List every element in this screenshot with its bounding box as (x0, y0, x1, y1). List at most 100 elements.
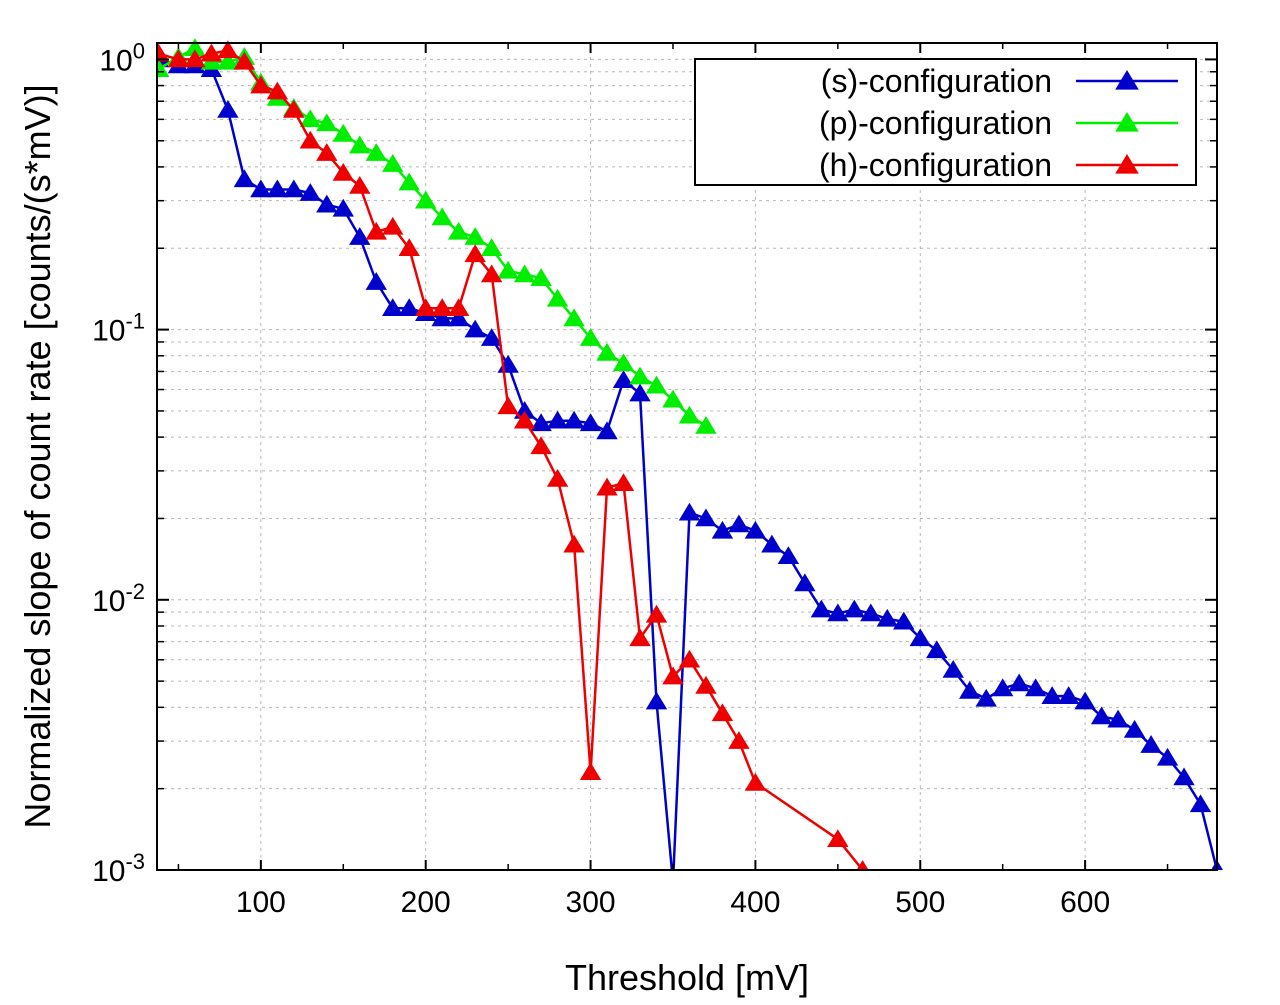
data-point (266, 179, 289, 198)
data-point (563, 308, 585, 327)
data-point (283, 99, 305, 118)
data-point (464, 227, 486, 245)
data-point (233, 169, 256, 188)
legend-marker (1115, 154, 1139, 174)
data-point (365, 272, 387, 290)
data-point (266, 81, 289, 100)
data-point (1090, 706, 1113, 725)
data-point (728, 731, 750, 749)
data-point (497, 396, 519, 415)
data-point (157, 59, 170, 77)
data-point (447, 298, 470, 317)
x-tick-label: 100 (236, 886, 286, 919)
data-point (1024, 678, 1047, 697)
data-point (1123, 719, 1146, 738)
data-point (695, 675, 717, 694)
data-point (645, 375, 668, 394)
data-point (1189, 794, 1212, 813)
data-point (299, 183, 322, 201)
data-point (1057, 686, 1080, 704)
data-point (579, 328, 602, 346)
series-2 (157, 38, 717, 434)
y-tick-label: 100 (99, 38, 145, 77)
data-point (1107, 709, 1129, 728)
data-point (513, 400, 536, 419)
data-point (398, 172, 420, 191)
data-point (596, 421, 618, 440)
data-point (349, 175, 371, 194)
data-point (975, 688, 997, 707)
data-point (942, 659, 964, 678)
data-point (464, 244, 486, 263)
data-point (629, 383, 651, 402)
data-point (662, 666, 684, 685)
data-point (349, 135, 371, 154)
data-point (563, 410, 585, 429)
data-point (579, 762, 602, 781)
data-point (991, 678, 1014, 697)
data-point (513, 264, 536, 283)
data-point (546, 288, 569, 307)
data-point (645, 604, 668, 623)
data-point (530, 413, 552, 432)
data-point (530, 268, 552, 286)
data-point (431, 207, 453, 226)
data-point (217, 51, 239, 70)
series-3 (157, 40, 869, 870)
data-point (382, 298, 404, 317)
data-point (480, 328, 503, 346)
data-point (382, 154, 404, 172)
data-point (316, 194, 338, 213)
data-point (530, 436, 552, 455)
data-point (283, 179, 305, 198)
data-point (1156, 747, 1179, 766)
data-point (728, 514, 750, 533)
data-point (827, 603, 849, 622)
data-point (612, 353, 635, 372)
data-point (332, 162, 354, 181)
data-point (843, 599, 866, 618)
axis-ticks (157, 43, 1217, 871)
data-point (497, 260, 519, 279)
data-point (233, 51, 256, 70)
legend-label: (s)-configuration (821, 63, 1052, 99)
data-point (398, 298, 420, 317)
data-point (382, 216, 404, 235)
data-point (711, 520, 734, 539)
plot-frame (156, 42, 1218, 871)
data-point (926, 640, 948, 659)
data-point (546, 410, 569, 429)
y-tick-label: 10-3 (92, 849, 145, 888)
data-point (546, 468, 569, 487)
data-point (431, 298, 453, 317)
data-point (909, 628, 931, 647)
data-point (678, 649, 701, 668)
data-point (563, 534, 585, 553)
data-point (856, 860, 869, 870)
data-point (876, 608, 898, 627)
data-point (217, 40, 239, 59)
data-point (349, 227, 371, 245)
data-point (497, 354, 519, 373)
data-point (761, 534, 783, 553)
data-point (695, 508, 717, 527)
data-point (1173, 767, 1195, 786)
data-point (629, 628, 651, 647)
legend-marker (1115, 112, 1139, 132)
data-point (200, 43, 223, 62)
data-point (316, 143, 338, 161)
data-point (695, 415, 717, 434)
data-point (415, 190, 437, 209)
data-point (332, 198, 354, 217)
data-point (415, 298, 437, 317)
data-point (645, 691, 668, 710)
data-point (596, 477, 618, 496)
data-point (1041, 686, 1063, 704)
y-tick-label: 10-1 (92, 309, 145, 348)
data-point (860, 603, 882, 622)
data-point (157, 43, 170, 62)
data-point (959, 680, 981, 699)
data-point (447, 308, 470, 327)
x-tick-label: 500 (895, 886, 945, 919)
x-tick-label: 400 (730, 886, 780, 919)
